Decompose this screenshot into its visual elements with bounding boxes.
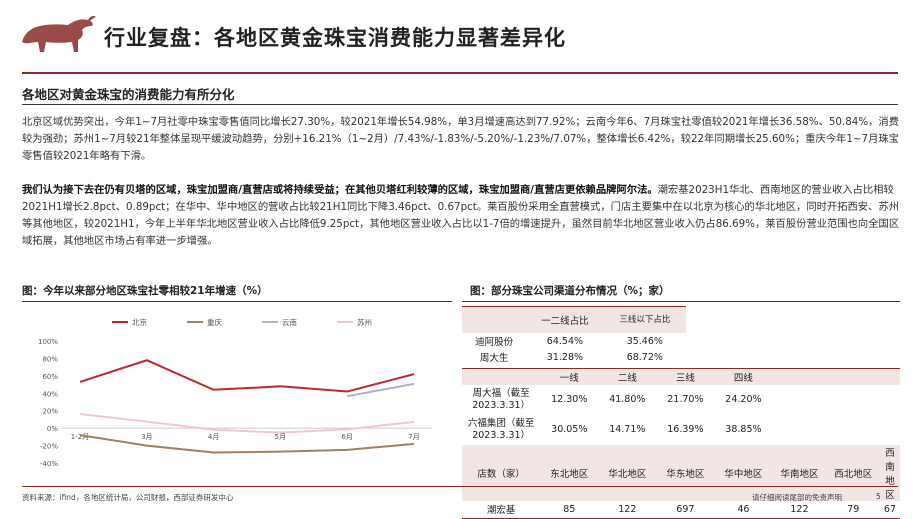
table-row: 周大生 31.28% 68.72% — [462, 349, 686, 365]
table3-cell: 122 — [598, 501, 656, 519]
table1-cell: 35.46% — [604, 333, 686, 349]
table3-header-cell: 华北地区 — [598, 445, 656, 501]
table2-cell: 周大福（截至2023.3.31） — [462, 385, 540, 415]
table2-cell: 38.85% — [714, 415, 772, 445]
x-tick-label: 3月 — [141, 433, 152, 441]
table3-cell: 697 — [656, 501, 714, 519]
y-tick-label: 20% — [42, 408, 58, 416]
figure2-title: 图：部分珠宝公司渠道分布情况（%；家） — [470, 283, 670, 298]
series-line-云南 — [347, 384, 414, 396]
table2-cell: 30.05% — [540, 415, 598, 445]
table1-cell: 迪阿股份 — [462, 333, 526, 349]
page-number: 5 — [876, 492, 881, 501]
table1-cell: 周大生 — [462, 349, 526, 365]
source-note: 资料来源：ifind，各地区统计局，公司财报，西部证券研发中心 — [22, 492, 233, 503]
disclaimer-link[interactable]: 请仔细阅读尾部的免责声明 — [752, 492, 842, 503]
table-row: 潮宏基 85 122 697 46 122 79 67 — [462, 501, 900, 519]
table1-cell: 64.54% — [526, 333, 603, 349]
table3-cell: 79 — [827, 501, 880, 519]
page-title: 行业复盘：各地区黄金珠宝消费能力显著差异化 — [104, 22, 566, 52]
figure1-title: 图：今年以来部分地区珠宝社零相较21年增速（%） — [22, 283, 268, 298]
table2-header-cell: 一线 — [540, 369, 598, 385]
title-divider — [22, 72, 898, 74]
paragraph-regional-growth: 北京区域优势突出，今年1~7月社零中珠宝零售值同比增长27.30%，较2021年… — [22, 114, 900, 165]
table-row: 六福集团（截至2023.3.31） 30.05% 14.71% 16.39% 3… — [462, 415, 900, 445]
legend-label: 北京 — [132, 317, 147, 327]
x-tick-label: 1-2月 — [71, 433, 89, 441]
table3-header-cell: 店数（家） — [462, 445, 540, 501]
table2-header-cell — [462, 369, 540, 385]
table3-cell: 67 — [880, 501, 900, 519]
y-tick-label: 0% — [47, 425, 58, 433]
channel-table-tier: 一二线占比 三线以下占比 迪阿股份 64.54% 35.46% 周大生 31.2… — [462, 306, 686, 365]
table1-cell: 68.72% — [604, 349, 686, 365]
series-line-苏州 — [80, 414, 414, 433]
x-tick-label: 7月 — [408, 433, 419, 441]
x-tick-label: 6月 — [341, 433, 352, 441]
legend-label: 苏州 — [357, 317, 372, 327]
legend-label: 重庆 — [207, 317, 222, 327]
table2-cell: 12.30% — [540, 385, 598, 415]
series-line-重庆 — [80, 435, 414, 452]
table3-cell: 122 — [772, 501, 826, 519]
table1-header-cell — [462, 307, 526, 334]
table3-header-cell: 东北地区 — [540, 445, 598, 501]
y-tick-label: -40% — [40, 460, 58, 468]
table2-header-cell: 三线 — [656, 369, 714, 385]
table-row: 周大福（截至2023.3.31） 12.30% 41.80% 21.70% 24… — [462, 385, 900, 415]
table3-cell: 85 — [540, 501, 598, 519]
y-tick-label: 100% — [38, 338, 58, 346]
table2-cell: 21.70% — [656, 385, 714, 415]
figure1-divider — [22, 301, 452, 302]
x-tick-label: 4月 — [208, 433, 219, 441]
table2-cell: 24.20% — [714, 385, 772, 415]
table1-header-cell: 三线以下占比 — [604, 307, 686, 334]
paragraph-analysis-bold: 我们认为接下去在仍有贝塔的区域，珠宝加盟商/直营店或将持续受益；在其他贝塔红利较… — [22, 184, 658, 196]
table3-cell: 潮宏基 — [462, 501, 540, 519]
x-tick-label: 5月 — [275, 433, 286, 441]
figure2-divider — [462, 301, 900, 302]
y-tick-label: -20% — [40, 443, 58, 451]
y-tick-label: 40% — [42, 390, 58, 398]
bull-logo-icon — [18, 12, 98, 58]
table1-header-cell: 一二线占比 — [526, 307, 603, 334]
table-row: 迪阿股份 64.54% 35.46% — [462, 333, 686, 349]
table3-cell: 46 — [714, 501, 772, 519]
footer-divider — [22, 486, 898, 487]
paragraph-analysis: 我们认为接下去在仍有贝塔的区域，珠宝加盟商/直营店或将持续受益；在其他贝塔红利较… — [22, 182, 900, 250]
table2-cell: 41.80% — [598, 385, 656, 415]
table2-header-cell: 二线 — [598, 369, 656, 385]
table2-header-cell: 四线 — [714, 369, 772, 385]
table3-header-cell: 西南地区 — [880, 445, 900, 501]
legend-label: 云南 — [282, 317, 297, 327]
y-tick-label: 60% — [42, 373, 58, 381]
table1-cell: 31.28% — [526, 349, 603, 365]
series-line-北京 — [80, 360, 414, 391]
section-divider — [22, 104, 898, 105]
table3-header-cell: 华东地区 — [656, 445, 714, 501]
table2-cell: 16.39% — [656, 415, 714, 445]
section-heading: 各地区对黄金珠宝的消费能力有所分化 — [22, 84, 235, 103]
table2-cell: 六福集团（截至2023.3.31） — [462, 415, 540, 445]
line-chart: 北京 重庆 云南 苏州 -40% -20% 0% 20% 40% 60% 80% 100% 1-2月 3月… — [22, 305, 452, 480]
y-tick-label: 80% — [42, 355, 58, 363]
table2-cell: 14.71% — [598, 415, 656, 445]
